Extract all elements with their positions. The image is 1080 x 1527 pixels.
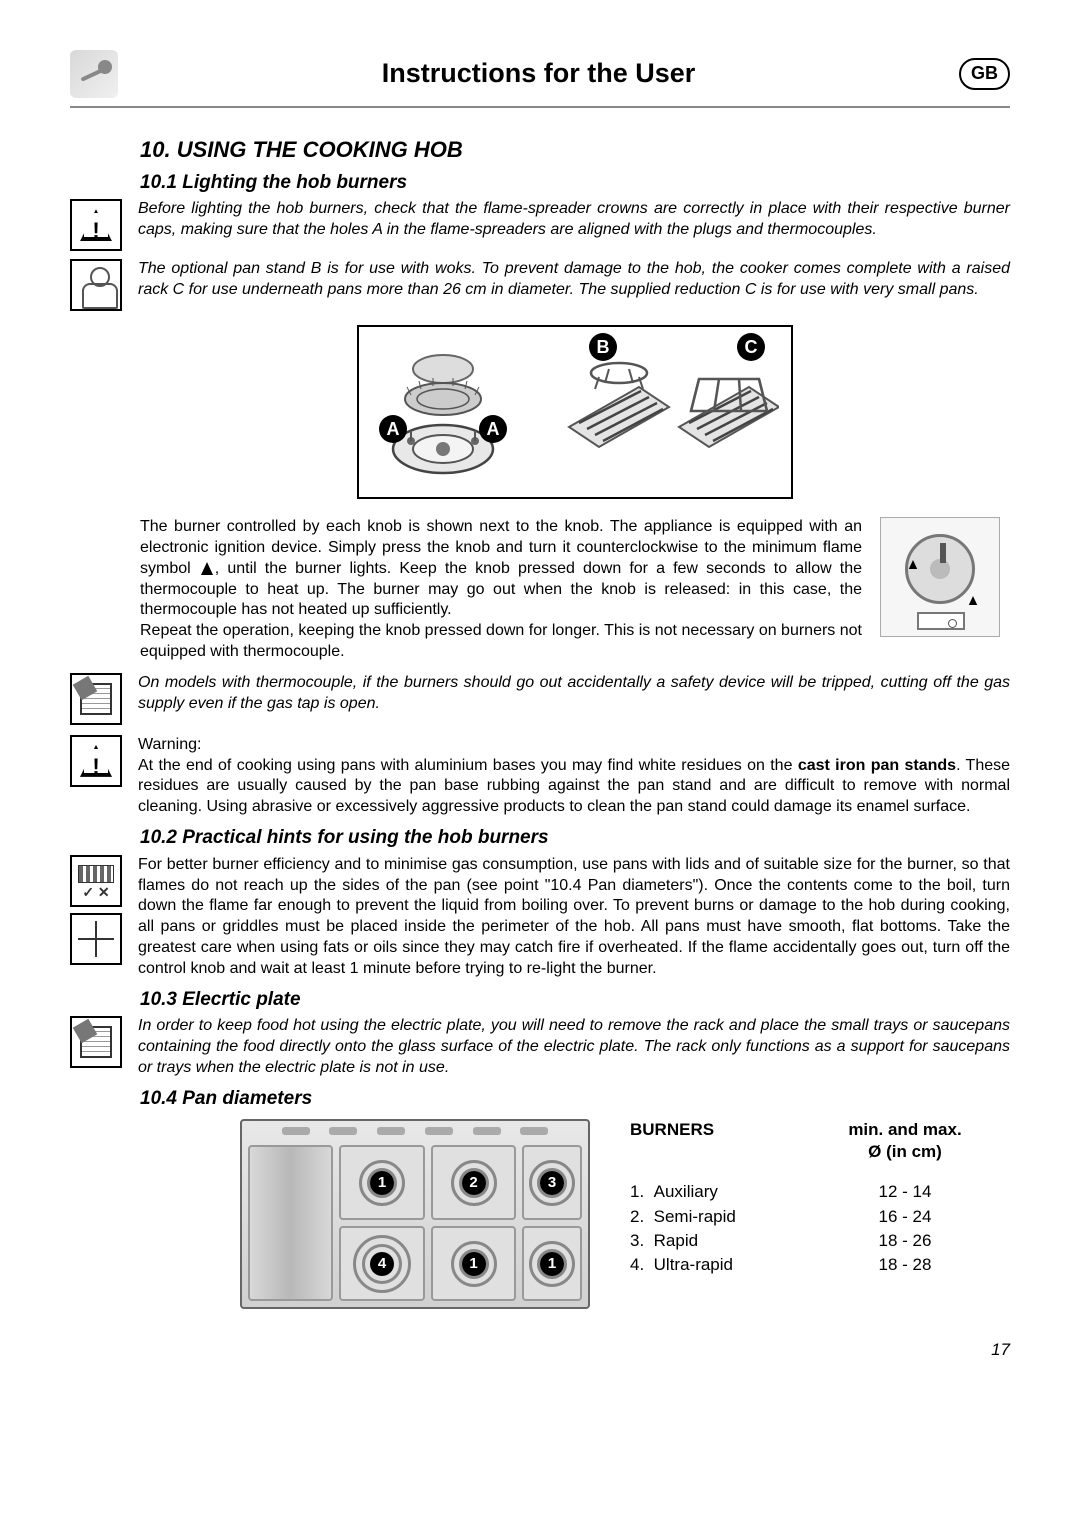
section-heading-10-4: 10.4 Pan diameters	[140, 1087, 1010, 1112]
spoon-bowl-icon	[70, 50, 118, 98]
country-badge: GB	[959, 58, 1010, 89]
warning-icon	[70, 199, 122, 251]
pan-diameter-table: BURNERS min. and max. Ø (in cm) 1. Auxil…	[630, 1119, 1010, 1278]
warning-label: Warning:	[138, 736, 201, 753]
row-num: 4.	[630, 1255, 644, 1274]
row-range: 16 - 24	[800, 1206, 1010, 1228]
hob-burner-5: 1	[431, 1226, 516, 1301]
hob-layout-diagram: 1 2 3 4	[240, 1119, 590, 1309]
hob-burner-2: 2	[431, 1145, 516, 1220]
row-num: 3.	[630, 1231, 644, 1250]
table-row: 3. Rapid 18 - 26	[630, 1230, 1010, 1252]
table-row: 2. Semi-rapid 16 - 24	[630, 1206, 1010, 1228]
warning-paragraph-2: Warning: At the end of cooking using pan…	[138, 735, 1010, 818]
row-num: 2.	[630, 1207, 644, 1226]
hob-control-knobs-icon	[242, 1127, 588, 1139]
section-heading-10-3: 10.3 Elecrtic plate	[140, 988, 1010, 1013]
knob-text-repeat: Repeat the operation, keeping the knob p…	[140, 622, 862, 660]
row-name: Auxiliary	[654, 1182, 718, 1201]
warning-icon	[70, 735, 122, 787]
warning2-pre: At the end of cooking using pans with al…	[138, 757, 798, 774]
info-paragraph-panstand: The optional pan stand B is for use with…	[138, 259, 1010, 301]
note-icon	[70, 1016, 122, 1068]
figure-burner-rack: A A	[140, 325, 1010, 499]
flame-mark-right-icon	[969, 596, 977, 605]
burner-position-label: 2	[462, 1171, 486, 1195]
knob-instruction-paragraph: The burner controlled by each knob is sh…	[140, 517, 862, 663]
knob-dial-icon	[905, 534, 975, 604]
burner-position-label: 1	[370, 1171, 394, 1195]
operator-icon	[70, 259, 122, 311]
table-header-dia-line2: Ø (in cm)	[868, 1142, 942, 1161]
knob-text-post: , until the burner lights. Keep the knob…	[140, 560, 862, 619]
knob-indicator-panel-icon	[917, 612, 965, 630]
burner-position-label: 3	[540, 1171, 564, 1195]
section-heading-10-1: 10.1 Lighting the hob burners	[140, 171, 1010, 196]
thermocouple-note: On models with thermocouple, if the burn…	[138, 673, 1010, 715]
section-heading-10: 10. USING THE COOKING HOB	[140, 136, 1010, 165]
burner-position-label: 4	[370, 1252, 394, 1276]
table-row: 1. Auxiliary 12 - 14	[630, 1181, 1010, 1203]
warning-paragraph-1: Before lighting the hob burners, check t…	[138, 199, 1010, 241]
section-heading-10-2: 10.2 Practical hints for using the hob b…	[140, 826, 1010, 851]
row-range: 18 - 28	[800, 1254, 1010, 1276]
pan-check-icon	[70, 855, 122, 907]
page-header: Instructions for the User GB	[70, 50, 1010, 98]
warning2-bold: cast iron pan stands	[798, 757, 956, 774]
burner-diagram-icon	[371, 337, 541, 487]
row-name: Rapid	[654, 1231, 698, 1250]
page-title: Instructions for the User	[118, 56, 959, 91]
row-num: 1.	[630, 1182, 644, 1201]
hob-electric-plate	[248, 1145, 333, 1301]
row-name: Semi-rapid	[654, 1207, 736, 1226]
table-row: 4. Ultra-rapid 18 - 28	[630, 1254, 1010, 1276]
hob-burner-1: 1	[339, 1145, 424, 1220]
flame-mark-left-icon	[909, 560, 917, 569]
row-range: 18 - 26	[800, 1230, 1010, 1252]
hob-burner-4: 4	[339, 1226, 424, 1301]
row-range: 12 - 14	[800, 1181, 1010, 1203]
burner-position-label: 1	[540, 1252, 564, 1276]
note-icon	[70, 673, 122, 725]
min-flame-icon	[201, 562, 213, 575]
table-header-dia-line1: min. and max.	[848, 1120, 961, 1139]
pan-cross-icon	[70, 913, 122, 965]
burner-position-label: 1	[462, 1252, 486, 1276]
table-header-burners: BURNERS	[630, 1119, 800, 1163]
header-divider	[70, 106, 1010, 108]
row-name: Ultra-rapid	[654, 1255, 733, 1274]
page-number: 17	[70, 1339, 1010, 1361]
page: Instructions for the User GB 10. USING T…	[0, 0, 1080, 1401]
hob-burner-3: 3	[522, 1145, 582, 1220]
practical-hints-paragraph: For better burner efficiency and to mini…	[138, 855, 1010, 980]
hob-burner-6: 1	[522, 1226, 582, 1301]
electric-plate-paragraph: In order to keep food hot using the elec…	[138, 1016, 1010, 1078]
knob-figure	[880, 517, 1010, 663]
